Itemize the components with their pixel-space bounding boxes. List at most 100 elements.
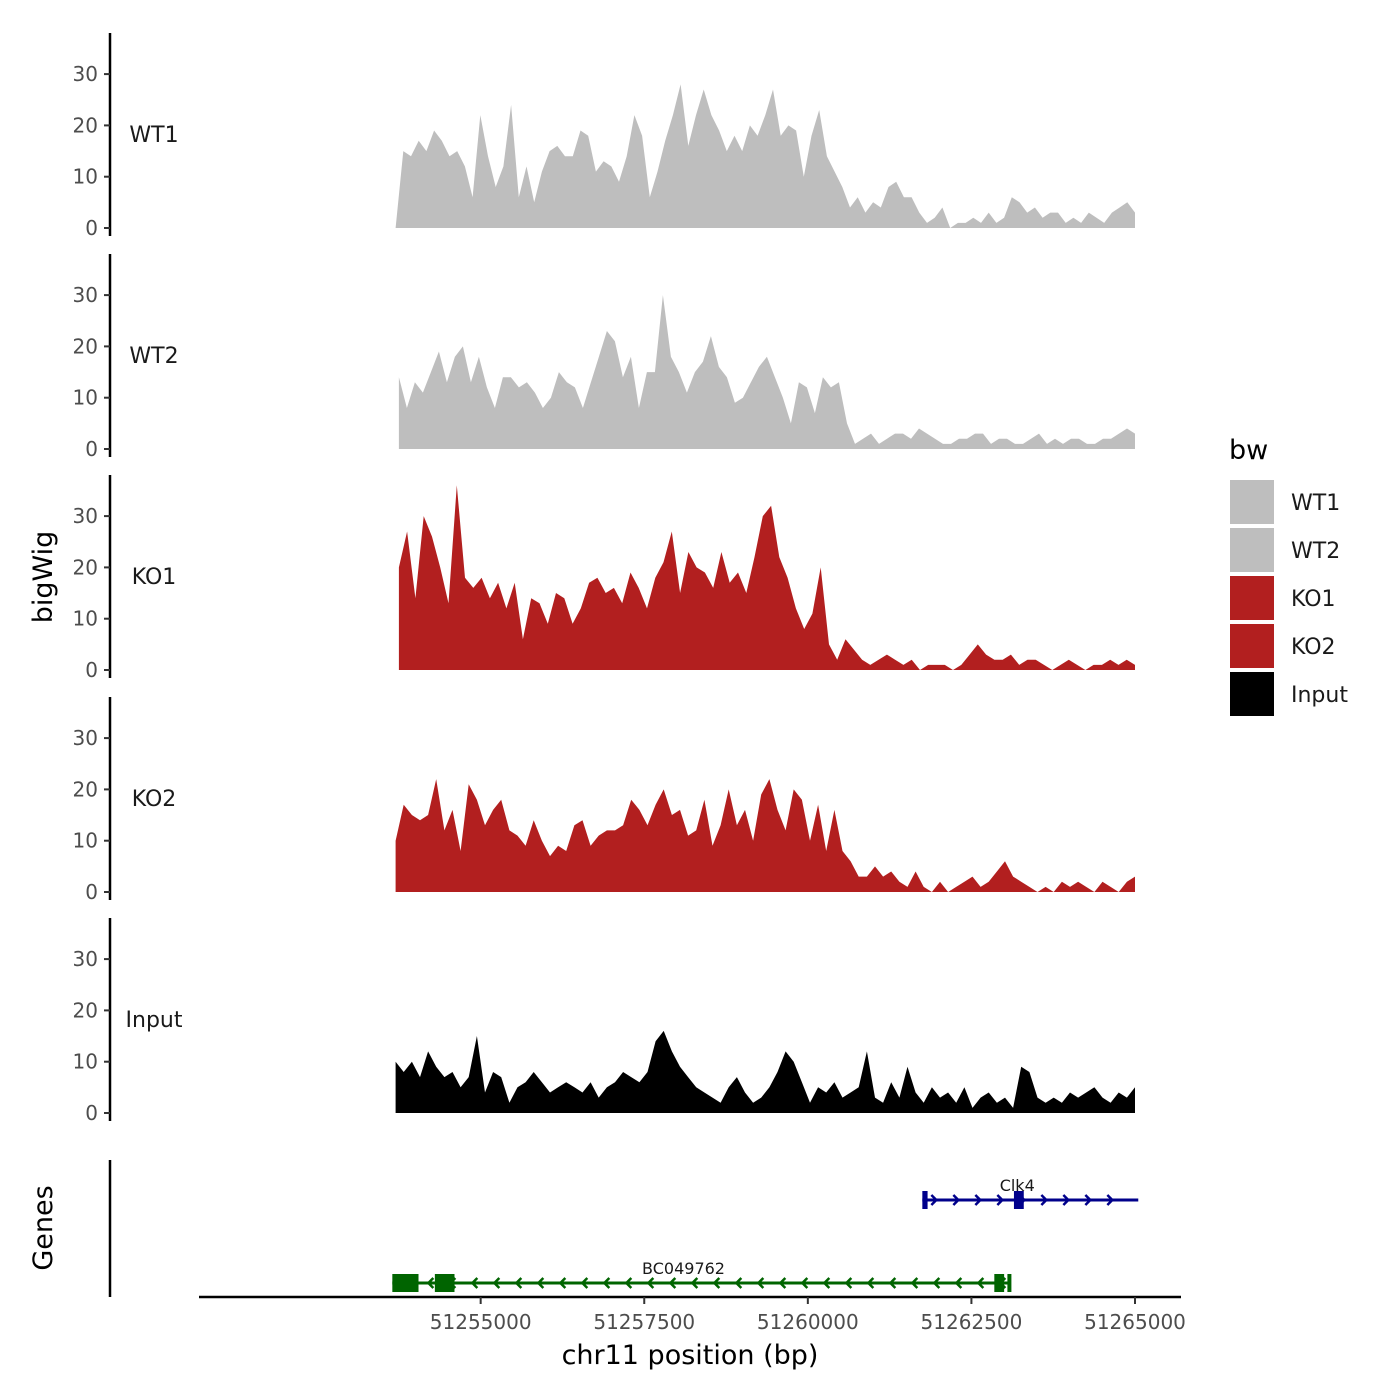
y-tick-label: 30 bbox=[73, 947, 98, 971]
strand-chevron bbox=[1084, 1194, 1093, 1206]
x-tick-label: 51255000 bbox=[430, 1310, 532, 1334]
y-tick-label: 20 bbox=[73, 334, 98, 358]
track-label: WT2 bbox=[129, 344, 178, 369]
x-axis-title: chr11 position (bp) bbox=[562, 1340, 819, 1371]
y-tick-label: 10 bbox=[73, 165, 98, 189]
legend-label: WT1 bbox=[1291, 491, 1340, 516]
gene-BC049762: BC049762 bbox=[392, 1259, 1012, 1292]
exon-block bbox=[434, 1274, 455, 1292]
strand-chevron bbox=[996, 1194, 1005, 1206]
strand-chevron bbox=[668, 1277, 677, 1289]
y-tick-label: 0 bbox=[85, 1101, 98, 1125]
x-tick-label: 51262500 bbox=[921, 1310, 1023, 1334]
legend-swatch-WT1 bbox=[1230, 480, 1274, 524]
legend-label: Input bbox=[1291, 683, 1348, 708]
y-tick-label: 30 bbox=[73, 283, 98, 307]
strand-chevron bbox=[624, 1277, 633, 1289]
track-label: Input bbox=[126, 1008, 183, 1033]
exon-block bbox=[392, 1274, 419, 1292]
gene-label: BC049762 bbox=[642, 1259, 725, 1278]
strand-chevron bbox=[888, 1277, 897, 1289]
y-tick-label: 0 bbox=[85, 437, 98, 461]
strand-chevron bbox=[930, 1194, 939, 1206]
track-KO2: 0 10 20 30 KO2 bbox=[73, 697, 1136, 904]
legend-title: bw bbox=[1229, 435, 1268, 466]
strand-chevron bbox=[952, 1194, 961, 1206]
y-tick-label: 30 bbox=[73, 62, 98, 86]
strand-chevron bbox=[470, 1277, 479, 1289]
legend-label: KO1 bbox=[1291, 587, 1336, 612]
y-tick-label: 30 bbox=[73, 504, 98, 528]
y-tick-label: 20 bbox=[73, 113, 98, 137]
legend-swatch-Input bbox=[1230, 672, 1274, 716]
strand-chevron bbox=[800, 1277, 809, 1289]
strand-chevron bbox=[426, 1277, 435, 1289]
strand-chevron bbox=[1062, 1194, 1071, 1206]
track-WT2: 0 10 20 30 WT2 bbox=[73, 254, 1135, 461]
strand-chevron bbox=[844, 1277, 853, 1289]
coverage-area-KO1 bbox=[398, 485, 1135, 670]
track-label: WT1 bbox=[129, 123, 178, 148]
exon-block bbox=[922, 1191, 928, 1209]
y-tick-label: 10 bbox=[73, 1050, 98, 1074]
track-KO1: 0 10 20 30 KO1 bbox=[73, 475, 1135, 682]
strand-chevron bbox=[976, 1277, 985, 1289]
strand-chevron bbox=[580, 1277, 589, 1289]
y-tick-label: 20 bbox=[73, 777, 98, 801]
gene-label: Clk4 bbox=[1000, 1176, 1035, 1195]
strand-chevron bbox=[734, 1277, 743, 1289]
strand-chevron bbox=[974, 1194, 983, 1206]
strand-chevron bbox=[822, 1277, 831, 1289]
y-tick-label: 20 bbox=[73, 555, 98, 579]
exon-block bbox=[994, 1274, 1005, 1292]
legend-label: KO2 bbox=[1291, 635, 1336, 660]
strand-chevron bbox=[514, 1277, 523, 1289]
coverage-area-WT2 bbox=[398, 295, 1135, 449]
y-axis-title: bigWig bbox=[28, 531, 59, 624]
coverage-area-KO2 bbox=[395, 779, 1136, 892]
track-WT1: 0 10 20 30 WT1 bbox=[73, 33, 1136, 240]
legend-swatch-KO1 bbox=[1230, 576, 1274, 620]
track-label: KO1 bbox=[132, 565, 177, 590]
genes-panel: Clk4 BC049762 bbox=[108, 1160, 1139, 1297]
y-tick-label: 10 bbox=[73, 829, 98, 853]
y-tick-label: 20 bbox=[73, 998, 98, 1022]
gene-Clk4: Clk4 bbox=[922, 1176, 1139, 1209]
x-tick-label: 51257500 bbox=[593, 1310, 695, 1334]
x-tick-label: 51260000 bbox=[757, 1310, 859, 1334]
x-tick-label: 51265000 bbox=[1084, 1310, 1186, 1334]
exon-block bbox=[1013, 1191, 1024, 1209]
y-tick-label: 30 bbox=[73, 726, 98, 750]
strand-chevron bbox=[756, 1277, 765, 1289]
genes-axis-title: Genes bbox=[28, 1185, 59, 1270]
y-tick-label: 10 bbox=[73, 607, 98, 631]
exon-block bbox=[1007, 1274, 1012, 1292]
coverage-tracks: 0 10 20 30 WT1 0 10 20 30 WT2 0 10 20 30 KO1 0 10 20 30 KO2… bbox=[73, 33, 1136, 1125]
strand-chevron bbox=[602, 1277, 611, 1289]
strand-chevron bbox=[932, 1277, 941, 1289]
y-tick-label: 0 bbox=[85, 880, 98, 904]
x-axis: 51255000 51257500 51260000 51262500 51265000 bbox=[199, 1295, 1186, 1334]
track-Input: 0 10 20 30 Input bbox=[73, 918, 1136, 1125]
strand-chevron bbox=[712, 1277, 721, 1289]
strand-chevron bbox=[866, 1277, 875, 1289]
strand-chevron bbox=[778, 1277, 787, 1289]
legend: bw WT1 WT2 KO1 KO2 Input bbox=[1229, 435, 1348, 716]
legend-swatch-KO2 bbox=[1230, 624, 1274, 668]
strand-chevron bbox=[536, 1277, 545, 1289]
strand-chevron bbox=[558, 1277, 567, 1289]
legend-swatch-WT2 bbox=[1230, 528, 1274, 572]
y-tick-label: 0 bbox=[85, 658, 98, 682]
strand-chevron bbox=[1106, 1194, 1115, 1206]
strand-chevron bbox=[910, 1277, 919, 1289]
strand-chevron bbox=[646, 1277, 655, 1289]
coverage-area-Input bbox=[395, 1030, 1136, 1113]
strand-chevron bbox=[1040, 1194, 1049, 1206]
y-tick-label: 0 bbox=[85, 216, 98, 240]
strand-chevron bbox=[690, 1277, 699, 1289]
y-tick-label: 10 bbox=[73, 386, 98, 410]
coverage-area-WT1 bbox=[395, 84, 1136, 229]
legend-label: WT2 bbox=[1291, 539, 1340, 564]
